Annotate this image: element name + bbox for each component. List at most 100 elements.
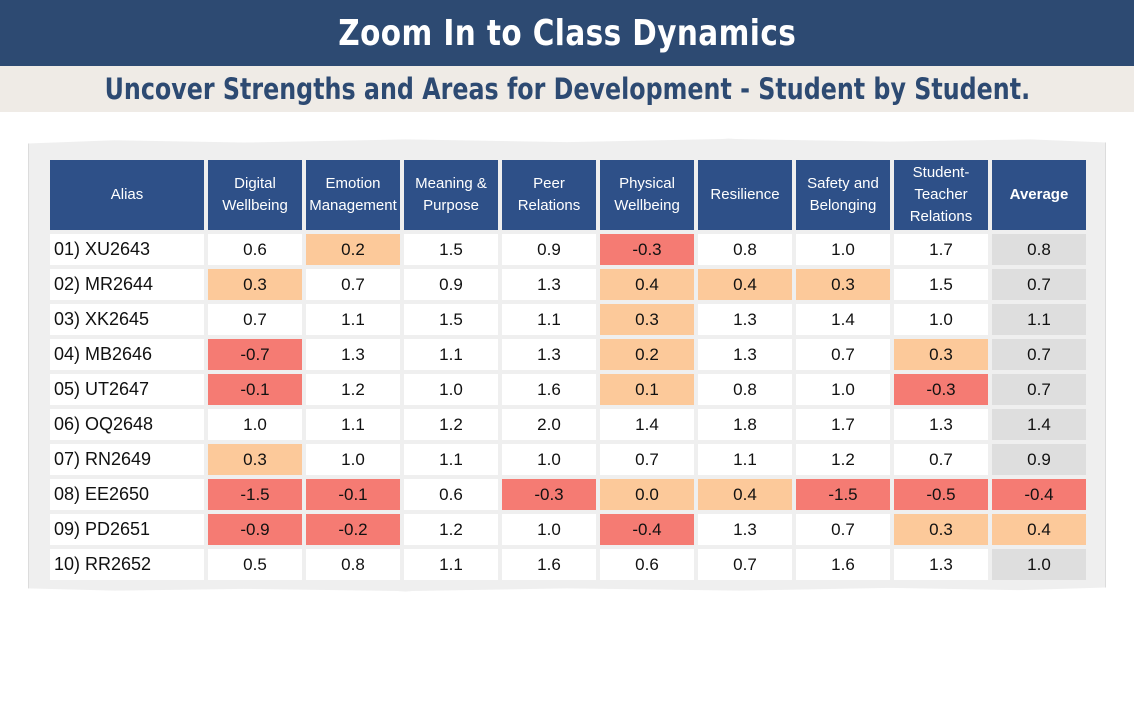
- score-cell: 0.6: [208, 234, 302, 265]
- score-cell: 0.2: [600, 339, 694, 370]
- average-cell: 0.8: [992, 234, 1086, 265]
- score-cell: -1.5: [208, 479, 302, 510]
- score-cell: 1.3: [698, 514, 792, 545]
- score-cell: -1.5: [796, 479, 890, 510]
- score-cell: -0.4: [600, 514, 694, 545]
- score-cell: 1.0: [796, 374, 890, 405]
- table-body: 01) XU2643 0.6 0.2 1.5 0.9 -0.3 0.8 1.0 1.7 0.8 02…: [50, 234, 1086, 580]
- alias-cell: 10) RR2652: [50, 549, 204, 580]
- score-cell: 0.0: [600, 479, 694, 510]
- score-cell: 0.3: [796, 269, 890, 300]
- score-cell: 1.0: [208, 409, 302, 440]
- score-cell: -0.3: [502, 479, 596, 510]
- score-cell: 1.0: [404, 374, 498, 405]
- score-cell: 1.6: [502, 374, 596, 405]
- score-cell: 0.7: [208, 304, 302, 335]
- score-cell: 0.6: [404, 479, 498, 510]
- alias-cell: 08) EE2650: [50, 479, 204, 510]
- table-row: 02) MR2644 0.3 0.7 0.9 1.3 0.4 0.4 0.3 1.5 0.7: [50, 269, 1086, 300]
- score-cell: 1.0: [894, 304, 988, 335]
- score-cell: 0.9: [404, 269, 498, 300]
- column-header: Emotion Management: [306, 160, 400, 230]
- score-cell: 1.5: [404, 304, 498, 335]
- table-row: 01) XU2643 0.6 0.2 1.5 0.9 -0.3 0.8 1.0 1.7 0.8: [50, 234, 1086, 265]
- alias-cell: 04) MB2646: [50, 339, 204, 370]
- table-row: 06) OQ2648 1.0 1.1 1.2 2.0 1.4 1.8 1.7 1.3 1.4: [50, 409, 1086, 440]
- average-cell: 0.9: [992, 444, 1086, 475]
- average-cell: 0.7: [992, 269, 1086, 300]
- table-header-row: Alias Digital Wellbeing Emotion Management…: [50, 160, 1086, 230]
- score-cell: 0.9: [502, 234, 596, 265]
- table-row: 04) MB2646 -0.7 1.3 1.1 1.3 0.2 1.3 0.7 0.3 0.7: [50, 339, 1086, 370]
- score-cell: 1.1: [404, 339, 498, 370]
- score-cell: 1.0: [796, 234, 890, 265]
- score-cell: 1.0: [502, 514, 596, 545]
- score-cell: 1.1: [306, 409, 400, 440]
- table-row: 08) EE2650 -1.5 -0.1 0.6 -0.3 0.0 0.4 -1.5 -0.5-…: [50, 479, 1086, 510]
- alias-cell: 01) XU2643: [50, 234, 204, 265]
- score-cell: 1.3: [698, 339, 792, 370]
- score-cell: 1.1: [698, 444, 792, 475]
- score-cell: 1.3: [894, 549, 988, 580]
- score-cell: -0.3: [894, 374, 988, 405]
- score-cell: -0.7: [208, 339, 302, 370]
- table-row: 07) RN2649 0.3 1.0 1.1 1.0 0.7 1.1 1.2 0.7 0.9: [50, 444, 1086, 475]
- score-cell: 0.2: [306, 234, 400, 265]
- table-row: 03) XK2645 0.7 1.1 1.5 1.1 0.3 1.3 1.4 1.0 1.1: [50, 304, 1086, 335]
- score-cell: 0.3: [600, 304, 694, 335]
- average-cell: 1.0: [992, 549, 1086, 580]
- score-cell: 0.3: [208, 269, 302, 300]
- score-cell: 1.1: [404, 444, 498, 475]
- score-cell: 0.8: [698, 234, 792, 265]
- score-cell: 0.5: [208, 549, 302, 580]
- score-cell: 1.0: [502, 444, 596, 475]
- column-header: Student-Teacher Relations: [894, 160, 988, 230]
- subtitle-bar: Uncover Strengths and Areas for Developm…: [0, 66, 1134, 112]
- column-header: Safety and Belonging: [796, 160, 890, 230]
- score-cell: -0.9: [208, 514, 302, 545]
- score-cell: -0.5: [894, 479, 988, 510]
- alias-cell: 03) XK2645: [50, 304, 204, 335]
- score-cell: 1.4: [600, 409, 694, 440]
- score-cell: 1.0: [306, 444, 400, 475]
- score-cell: 1.7: [796, 409, 890, 440]
- average-cell: 0.4: [992, 514, 1086, 545]
- column-header: Peer Relations: [502, 160, 596, 230]
- score-cell: -0.2: [306, 514, 400, 545]
- score-cell: 1.3: [502, 339, 596, 370]
- score-cell: 1.1: [306, 304, 400, 335]
- score-cell: 0.4: [698, 269, 792, 300]
- score-cell: 1.3: [894, 409, 988, 440]
- score-cell: 0.8: [698, 374, 792, 405]
- score-cell: 0.3: [894, 339, 988, 370]
- average-cell: 0.7: [992, 339, 1086, 370]
- score-cell: 1.5: [894, 269, 988, 300]
- alias-cell: 06) OQ2648: [50, 409, 204, 440]
- score-cell: 1.1: [404, 549, 498, 580]
- score-cell: 0.4: [600, 269, 694, 300]
- score-cell: 1.2: [404, 409, 498, 440]
- title-banner: Zoom In to Class Dynamics: [0, 0, 1134, 66]
- score-cell: 0.3: [894, 514, 988, 545]
- score-cell: 0.4: [698, 479, 792, 510]
- score-cell: 0.7: [894, 444, 988, 475]
- page-subtitle: Uncover Strengths and Areas for Developm…: [104, 72, 1030, 106]
- score-cell: 1.7: [894, 234, 988, 265]
- alias-cell: 07) RN2649: [50, 444, 204, 475]
- score-cell: 1.3: [306, 339, 400, 370]
- alias-cell: 02) MR2644: [50, 269, 204, 300]
- column-header: Average: [992, 160, 1086, 230]
- score-cell: 0.3: [208, 444, 302, 475]
- score-cell: 1.4: [796, 304, 890, 335]
- column-header: Physical Wellbeing: [600, 160, 694, 230]
- column-header: Meaning & Purpose: [404, 160, 498, 230]
- score-cell: 1.3: [698, 304, 792, 335]
- score-cell: -0.1: [306, 479, 400, 510]
- average-cell: 0.7: [992, 374, 1086, 405]
- table-row: 10) RR2652 0.5 0.8 1.1 1.6 0.6 0.7 1.6 1.3 1.0: [50, 549, 1086, 580]
- score-cell: 1.1: [502, 304, 596, 335]
- score-cell: 1.8: [698, 409, 792, 440]
- column-header: Resilience: [698, 160, 792, 230]
- score-cell: 0.7: [796, 514, 890, 545]
- alias-cell: 09) PD2651: [50, 514, 204, 545]
